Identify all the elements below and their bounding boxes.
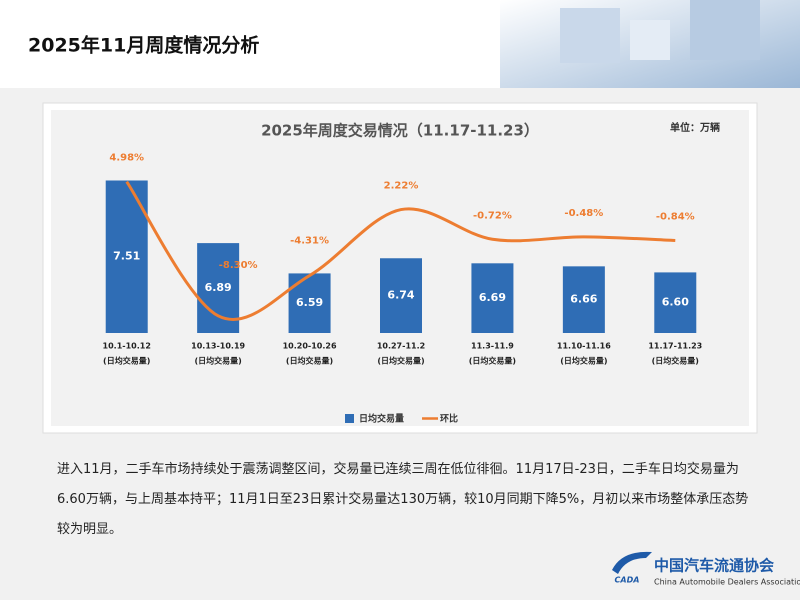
line xyxy=(125,180,676,321)
page-title: 2025年11月周度情况分析 xyxy=(28,34,259,57)
bar-value-label: 6.66 xyxy=(570,293,597,306)
bar-value-label: 6.69 xyxy=(479,291,506,304)
bar xyxy=(380,258,422,333)
logo-mark: CADA xyxy=(615,576,640,585)
line-value-label: 4.98% xyxy=(109,153,144,164)
line-value-label: 2.22% xyxy=(384,181,419,192)
x-tick-note: (日均交易量) xyxy=(377,356,424,366)
x-tick-label: 11.10-11.16 xyxy=(557,342,611,351)
x-tick-note: (日均交易量) xyxy=(194,356,241,366)
logo-english: China Automobile Dealers Association xyxy=(654,578,800,587)
decor-box xyxy=(630,20,670,60)
bar xyxy=(471,263,514,333)
x-tick-label: 10.20-10.26 xyxy=(283,342,337,351)
line-value-label: -4.31% xyxy=(290,236,329,247)
x-tick-note: (日均交易量) xyxy=(560,356,607,366)
bar-value-label: 6.74 xyxy=(387,289,414,302)
legend-label: 日均交易量 xyxy=(359,413,404,425)
bar-value-label: 6.59 xyxy=(296,296,323,309)
x-tick-note: (日均交易量) xyxy=(286,356,333,366)
x-tick-label: 10.27-11.2 xyxy=(377,342,425,351)
x-tick-label: 10.13-10.19 xyxy=(191,342,245,351)
line-value-label: -0.72% xyxy=(473,210,512,221)
legend-label: 环比 xyxy=(440,413,458,425)
logo-swoosh xyxy=(612,551,652,574)
x-tick-label: 11.17-11.23 xyxy=(648,342,702,351)
x-tick-label: 11.3-11.9 xyxy=(471,342,514,351)
bar xyxy=(562,266,605,333)
line-value-label: -0.84% xyxy=(656,211,695,222)
x-tick-note: (日均交易量) xyxy=(469,356,516,366)
x-tick-label: 10.1-10.12 xyxy=(103,342,151,351)
bar-value-label: 6.89 xyxy=(205,281,232,294)
x-tick-note: (日均交易量) xyxy=(652,356,699,366)
line-value-label: -8.30% xyxy=(219,260,258,271)
bar-value-label: 7.51 xyxy=(113,250,140,263)
legend-swatch xyxy=(345,414,354,423)
decor-box xyxy=(690,0,760,60)
bar-value-label: 6.60 xyxy=(662,296,689,309)
summary-paragraph: 进入11月，二手车市场持续处于震荡调整区间，交易量已连续三周在低位徘徊。11月1… xyxy=(57,462,749,537)
chart-title: 2025年周度交易情况（11.17-11.23） xyxy=(261,122,539,140)
decor-box xyxy=(560,8,620,63)
bar xyxy=(654,272,697,333)
logo-name: 中国汽车流通协会 xyxy=(654,557,774,575)
unit-label: 单位：万辆 xyxy=(670,121,720,134)
line-value-label: -0.48% xyxy=(564,208,603,219)
x-tick-note: (日均交易量) xyxy=(103,356,150,366)
